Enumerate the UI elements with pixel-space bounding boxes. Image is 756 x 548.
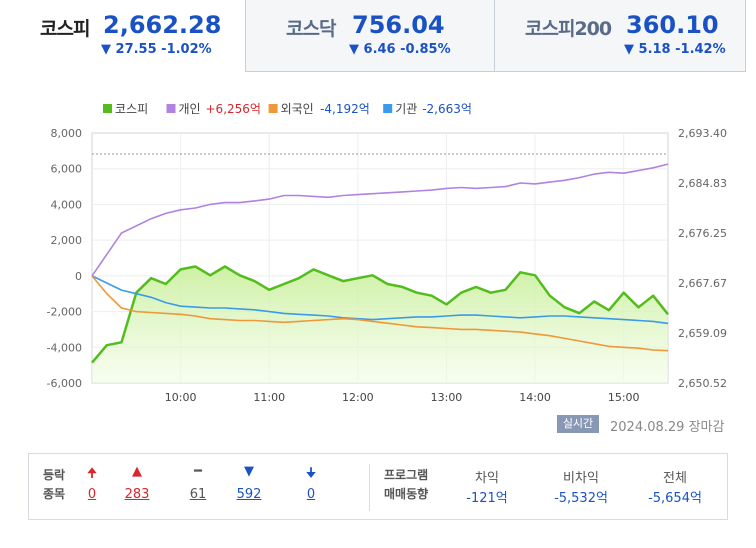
legend-swatch-2 [268, 104, 278, 113]
y-right-tick-label: 2,650.52 [678, 377, 727, 390]
x-tick-label: 13:00 [431, 391, 463, 404]
count-value-0[interactable]: 0 [87, 487, 97, 502]
y-left-tick-label: 0 [75, 270, 82, 283]
x-tick-label: 15:00 [608, 391, 640, 404]
count-value-2[interactable]: 61 [189, 487, 207, 502]
legend-value-3: -2,663억 [422, 102, 472, 116]
y-right-tick-label: 2,676.25 [678, 227, 727, 240]
tab-kospi200-name: 코스피200 [525, 18, 612, 40]
count-value-3[interactable]: 592 [236, 487, 262, 502]
kospi-area [92, 266, 668, 383]
program-label-line1: 프로그램 [384, 468, 429, 482]
market-date: 2024.08.29 장마감 [610, 420, 725, 435]
x-tick-label: 14:00 [519, 391, 551, 404]
tab-kospi200[interactable]: 코스피200 360.10 ▼ 5.18 -1.42% [494, 0, 746, 72]
y-left-tick-label: -6,000 [47, 377, 82, 390]
series-line-2 [91, 275, 669, 352]
y-left-tick-label: -4,000 [47, 341, 82, 354]
program-value-1: -5,532억 [554, 491, 608, 506]
legend-value-2: -4,192억 [320, 102, 370, 116]
legend-label-3: 기관 [395, 102, 417, 116]
legend-swatch-3 [383, 104, 393, 113]
stats-label-line1: 등락 [43, 468, 66, 482]
stats-divider [369, 464, 370, 511]
tab-kosdaq-name: 코스닥 [286, 18, 336, 40]
program-label-line2: 매매동향 [384, 487, 429, 501]
program-header-2: 전체 [663, 471, 687, 486]
stats-label: 등락 종목 [43, 466, 65, 504]
legend-label-0: 코스피 [115, 102, 148, 116]
count-icon-1: ▲ [132, 464, 142, 479]
y-left-tick-label: -2,000 [47, 306, 82, 319]
count-icon-0: 🠉 [86, 466, 98, 481]
y-right-tick-label: 2,693.40 [678, 127, 727, 140]
program-header-1: 비차익 [563, 471, 599, 486]
program-header-0: 차익 [475, 471, 499, 486]
tab-kospi-change: ▼ 27.55 -1.02% [101, 42, 212, 57]
y-left-tick-label: 8,000 [51, 127, 83, 140]
series-line-1 [91, 163, 669, 277]
count-icon-3: ▼ [244, 464, 254, 479]
x-tick-label: 11:00 [253, 391, 285, 404]
legend-label-2: 외국인 [281, 102, 314, 116]
tab-kospi-value: 2,662.28 [103, 11, 222, 39]
x-tick-label: 12:00 [342, 391, 374, 404]
y-right-tick-label: 2,684.83 [678, 177, 727, 190]
x-tick-label: 10:00 [165, 391, 197, 404]
tab-kospi[interactable]: 코스피 2,662.28 ▼ 27.55 -1.02% [0, 0, 246, 72]
stats-label-line2: 종목 [43, 487, 66, 501]
legend-swatch-0 [103, 104, 112, 113]
program-value-0: -121억 [466, 491, 508, 506]
program-value-2: -5,654억 [648, 491, 702, 506]
y-left-tick-label: 4,000 [51, 198, 83, 211]
y-right-tick-label: 2,667.67 [678, 277, 727, 290]
count-icon-4: 🠋 [305, 466, 317, 481]
intraday-chart: 8,000 6,000 4,000 2,000 0 -2,000 -4,000 -6,000 2… [47, 102, 727, 404]
tab-kospi200-value: 360.10 [626, 11, 719, 39]
tab-kospi-name: 코스피 [40, 18, 90, 40]
y-left-tick-label: 6,000 [51, 163, 83, 176]
series-line-3 [91, 275, 669, 325]
count-icon-2: ━ [194, 464, 202, 479]
tab-kosdaq[interactable]: 코스닥 756.04 ▼ 6.46 -0.85% [246, 0, 494, 72]
y-right-tick-label: 2,659.09 [678, 327, 727, 340]
series-line-0 [91, 265, 669, 364]
legend-label-1: 개인 [179, 102, 201, 116]
tab-kosdaq-change: ▼ 6.46 -0.85% [349, 42, 451, 57]
count-value-1[interactable]: 283 [124, 487, 150, 502]
y-left-tick-label: 2,000 [51, 234, 83, 247]
market-stats-panel: 등락 종목 🠉 0 ▲ 283 ━ 61 ▼ 592 🠋 0 프로그램 매매동향 차익 -121억 비… [28, 453, 728, 520]
legend-swatch-1 [166, 104, 176, 113]
tab-kosdaq-value: 756.04 [352, 11, 445, 39]
program-label: 프로그램 매매동향 [384, 466, 428, 504]
realtime-badge[interactable]: 실시간 [557, 415, 599, 433]
legend-value-1: +6,256억 [206, 102, 261, 116]
tab-kospi200-change: ▼ 5.18 -1.42% [624, 42, 726, 57]
count-value-4[interactable]: 0 [306, 487, 316, 502]
index-tabs: 코스피 2,662.28 ▼ 27.55 -1.02% 코스닥 756.04 ▼… [0, 0, 746, 72]
